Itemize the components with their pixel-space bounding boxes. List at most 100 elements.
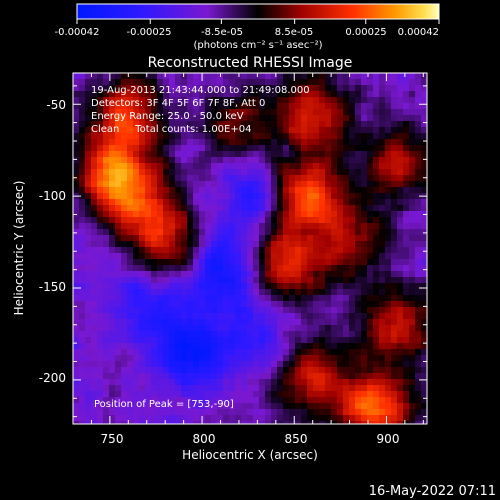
heatmap-cell xyxy=(139,409,146,416)
heatmap-cell xyxy=(271,151,278,158)
heatmap-cell xyxy=(265,193,272,200)
heatmap-cell xyxy=(211,307,218,314)
heatmap-cell xyxy=(229,271,236,278)
heatmap-cell xyxy=(385,421,392,424)
heatmap-cell xyxy=(391,307,398,314)
heatmap-cell xyxy=(241,115,248,122)
heatmap-cell xyxy=(253,139,260,146)
heatmap-cell xyxy=(109,127,116,134)
heatmap-cell xyxy=(163,397,170,404)
heatmap-cell xyxy=(391,97,398,104)
heatmap-cell xyxy=(157,259,164,266)
heatmap-cell xyxy=(409,325,416,332)
heatmap-cell xyxy=(175,187,182,194)
heatmap-cell xyxy=(277,91,284,98)
heatmap-cell xyxy=(283,247,290,254)
heatmap-cell xyxy=(91,115,98,122)
heatmap-cell xyxy=(223,235,230,242)
heatmap-cell xyxy=(403,247,410,254)
heatmap-cell xyxy=(85,205,92,212)
heatmap-cell xyxy=(313,241,320,248)
heatmap-cell xyxy=(223,361,230,368)
heatmap-cell xyxy=(169,271,176,278)
heatmap-cell xyxy=(349,193,356,200)
heatmap-cell xyxy=(391,109,398,116)
heatmap-cell xyxy=(379,139,386,146)
heatmap-cell xyxy=(169,199,176,206)
heatmap-cell xyxy=(235,109,242,116)
heatmap-cell xyxy=(259,307,266,314)
heatmap-cell xyxy=(163,403,170,410)
heatmap-cell xyxy=(139,259,146,266)
heatmap-cell xyxy=(199,193,206,200)
heatmap-cell xyxy=(307,325,314,332)
heatmap-cell xyxy=(337,331,344,338)
heatmap-cell xyxy=(175,391,182,398)
heatmap-cell xyxy=(355,301,362,308)
heatmap-cell xyxy=(307,79,314,86)
heatmap-cell xyxy=(139,241,146,248)
heatmap-cell xyxy=(145,397,152,404)
heatmap-cell xyxy=(301,115,308,122)
heatmap-cell xyxy=(139,355,146,362)
heatmap-cell xyxy=(79,79,86,86)
heatmap-cell xyxy=(325,385,332,392)
heatmap-cell xyxy=(85,337,92,344)
heatmap-cell xyxy=(181,391,188,398)
heatmap-cell xyxy=(331,283,338,290)
heatmap-cell xyxy=(295,397,302,404)
heatmap-cell xyxy=(373,265,380,272)
heatmap-cell xyxy=(247,337,254,344)
heatmap-cell xyxy=(343,403,350,410)
heatmap-cell xyxy=(265,259,272,266)
heatmap-cell xyxy=(277,85,284,92)
heatmap-cell xyxy=(301,307,308,314)
heatmap-cell xyxy=(193,145,200,152)
heatmap-cell xyxy=(355,199,362,206)
heatmap-cell xyxy=(217,217,224,224)
heatmap-cell xyxy=(247,133,254,140)
heatmap-cell xyxy=(325,277,332,284)
heatmap-cell xyxy=(343,259,350,266)
heatmap-cell xyxy=(343,163,350,170)
heatmap-cell xyxy=(211,391,218,398)
heatmap-cell xyxy=(73,343,80,350)
heatmap-cell xyxy=(193,265,200,272)
heatmap-cell xyxy=(91,271,98,278)
heatmap-cell xyxy=(73,265,80,272)
heatmap-cell xyxy=(391,355,398,362)
heatmap-cell xyxy=(175,409,182,416)
heatmap-cell xyxy=(331,373,338,380)
heatmap-cell xyxy=(361,373,368,380)
heatmap-cell xyxy=(157,229,164,236)
heatmap-cell xyxy=(391,145,398,152)
heatmap-cell xyxy=(349,103,356,110)
heatmap-cell xyxy=(199,163,206,170)
heatmap-cell xyxy=(175,97,182,104)
heatmap-cell xyxy=(121,361,128,368)
heatmap-cell xyxy=(145,265,152,272)
heatmap-cell xyxy=(373,133,380,140)
heatmap-cell xyxy=(211,373,218,380)
heatmap-cell xyxy=(235,409,242,416)
heatmap-cell xyxy=(121,85,128,92)
heatmap-cell xyxy=(307,139,314,146)
heatmap-cell xyxy=(73,127,80,134)
heatmap-cell xyxy=(403,295,410,302)
heatmap-cell xyxy=(109,253,116,260)
heatmap-cell xyxy=(373,397,380,404)
heatmap-cell xyxy=(73,97,80,104)
heatmap-cell xyxy=(391,361,398,368)
heatmap-cell xyxy=(403,187,410,194)
heatmap-cell xyxy=(151,157,158,164)
heatmap-cell xyxy=(163,409,170,416)
heatmap-cell xyxy=(289,253,296,260)
heatmap-cell xyxy=(109,97,116,104)
heatmap-cell xyxy=(277,343,284,350)
heatmap-cell xyxy=(379,73,386,80)
heatmap-cell xyxy=(277,325,284,332)
heatmap-cell xyxy=(199,397,206,404)
heatmap-cell xyxy=(349,397,356,404)
heatmap-cell xyxy=(121,145,128,152)
heatmap-cell xyxy=(391,157,398,164)
